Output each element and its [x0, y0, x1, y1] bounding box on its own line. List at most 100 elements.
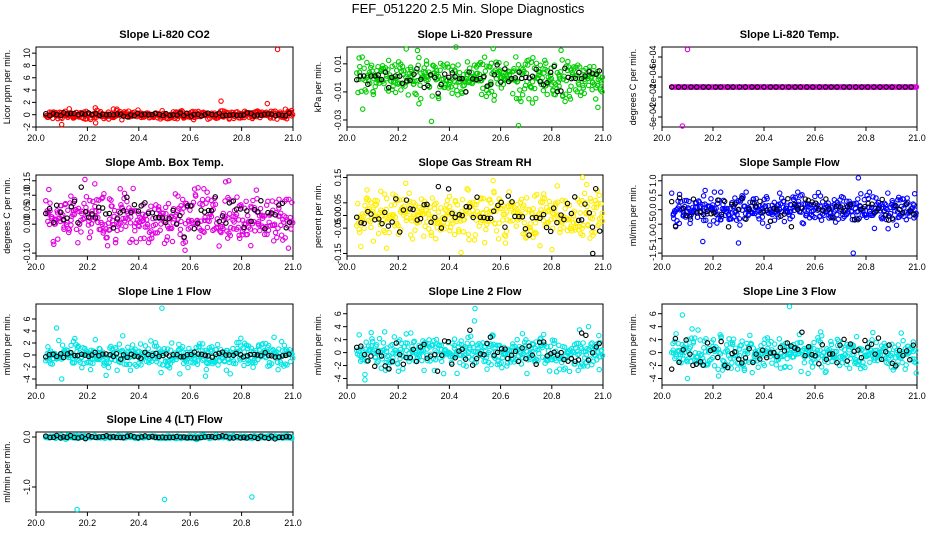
x-tick-label: 20.8: [857, 391, 875, 401]
data-point-all: [386, 229, 392, 236]
data-point-highlighted: [502, 346, 508, 352]
data-point-all: [711, 189, 718, 195]
data-point-all: [585, 323, 592, 330]
data-point-highlighted: [877, 84, 883, 90]
y-tick-label: 6: [333, 311, 343, 316]
data-point-highlighted: [879, 196, 885, 203]
data-point-all: [480, 209, 486, 216]
data-point-all: [422, 223, 428, 230]
data-point-all: [409, 236, 416, 242]
data-point-highlighted: [568, 210, 575, 217]
data-point-highlighted: [254, 112, 261, 118]
data-point-highlighted: [711, 210, 717, 216]
data-point-all: [84, 115, 90, 122]
data-point-highlighted: [64, 215, 70, 221]
data-point-highlighted: [508, 352, 515, 359]
data-point-all: [545, 348, 552, 354]
data-point-all: [577, 210, 583, 216]
data-point-all: [284, 362, 290, 368]
data-point-highlighted: [767, 218, 774, 225]
data-point-all: [65, 207, 71, 214]
data-point-all: [529, 79, 536, 85]
data-point-all: [220, 225, 226, 232]
data-point-all: [177, 226, 184, 233]
data-point-highlighted: [481, 73, 487, 80]
data-point-highlighted: [477, 214, 484, 221]
data-point-highlighted: [526, 232, 532, 238]
data-point-highlighted: [463, 203, 470, 210]
data-point-highlighted: [477, 351, 484, 357]
data-point-all: [903, 216, 910, 223]
data-point-all: [798, 368, 804, 375]
data-point-all: [466, 236, 472, 243]
data-point-highlighted: [283, 225, 289, 231]
data-point-highlighted: [767, 84, 774, 90]
data-point-highlighted: [452, 355, 458, 361]
data-point-all: [702, 187, 708, 194]
data-point-highlighted: [438, 81, 444, 88]
data-point-all: [253, 187, 260, 193]
data-point-all: [599, 218, 606, 224]
data-point-highlighted: [687, 214, 693, 220]
data-point-all: [413, 202, 419, 208]
data-point-all: [133, 239, 140, 245]
data-point-all: [364, 187, 370, 193]
data-point-all: [354, 200, 361, 207]
data-point-all: [79, 364, 85, 371]
data-point-all: [103, 360, 110, 366]
data-point-highlighted: [82, 209, 89, 215]
data-point-all: [787, 364, 793, 371]
data-point-all: [114, 367, 120, 374]
data-point-highlighted: [435, 183, 442, 190]
data-point-all: [127, 367, 134, 373]
data-point-highlighted: [400, 207, 407, 213]
data-point-all: [373, 342, 380, 348]
data-point-all: [583, 181, 590, 188]
data-point-all: [717, 189, 724, 195]
data-point-all: [208, 213, 215, 220]
data-point-highlighted: [564, 200, 571, 207]
data-point-highlighted: [753, 203, 759, 209]
data-point-all: [276, 196, 282, 203]
data-point-all: [750, 196, 757, 202]
data-point-all: [776, 336, 783, 342]
data-point-all: [248, 242, 254, 249]
data-point-all: [244, 212, 251, 219]
data-point-highlighted: [533, 361, 539, 368]
data-point-all: [526, 96, 532, 102]
y-axis-label: ml/min per min.: [2, 441, 12, 503]
data-point-highlighted: [194, 220, 201, 227]
data-point-highlighted: [841, 336, 847, 343]
data-point-highlighted: [135, 208, 142, 214]
data-point-highlighted: [687, 351, 693, 357]
panel-title: Slope Li-820 Pressure: [418, 29, 533, 41]
data-point-highlighted: [162, 219, 169, 226]
data-point-highlighted: [159, 215, 166, 221]
data-point-highlighted: [585, 357, 592, 363]
data-point-all: [72, 335, 78, 342]
data-point-all: [62, 201, 68, 208]
data-point-all: [399, 63, 406, 70]
data-point-highlighted: [60, 354, 67, 361]
data-point-outlier: [58, 121, 65, 128]
data-point-all: [866, 189, 873, 195]
data-point-highlighted: [784, 340, 791, 346]
data-point-outlier: [684, 375, 691, 382]
data-point-all: [520, 231, 526, 237]
data-point-highlighted: [872, 209, 878, 215]
data-point-all: [464, 59, 471, 65]
data-point-all: [105, 364, 112, 371]
data-point-all: [801, 359, 808, 366]
data-point-all: [92, 181, 98, 187]
y-axis-label: kPa per min.: [313, 62, 323, 113]
data-point-all: [581, 90, 588, 97]
data-point-all: [356, 226, 362, 232]
x-tick-label: 20.2: [79, 262, 97, 272]
data-point-all: [676, 220, 683, 227]
data-point-highlighted: [68, 203, 75, 210]
data-point-highlighted: [110, 433, 117, 440]
data-point-all: [45, 344, 51, 350]
data-point-all: [93, 208, 99, 215]
x-tick-label: 20.4: [130, 391, 148, 401]
